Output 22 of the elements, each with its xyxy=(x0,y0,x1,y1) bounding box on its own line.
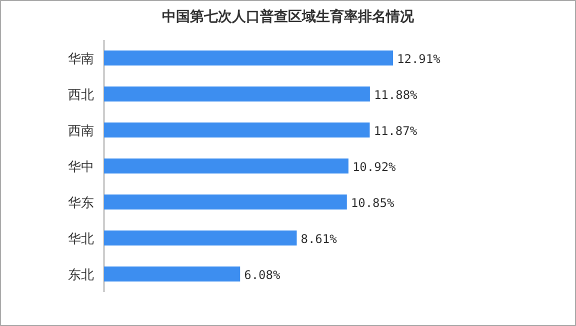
y-tick-label: 华北 xyxy=(68,232,94,247)
bar xyxy=(104,266,240,282)
data-label: 11.87% xyxy=(374,124,418,138)
data-label: 12.91% xyxy=(397,52,442,66)
bar xyxy=(104,86,370,102)
bar xyxy=(104,194,347,210)
data-label: 10.85% xyxy=(350,196,396,210)
y-tick-label: 东北 xyxy=(68,268,94,283)
data-label: 6.08% xyxy=(244,268,282,282)
data-label: 8.61% xyxy=(300,232,338,246)
data-label: 10.92% xyxy=(352,160,397,174)
chart-title: 中国第七次人口普查区域生育率排名情况 xyxy=(162,8,415,25)
bar xyxy=(104,50,393,66)
y-tick-label: 西北 xyxy=(68,88,94,103)
bar xyxy=(104,158,348,174)
bar xyxy=(104,230,297,246)
data-label: 11.88% xyxy=(374,88,418,102)
bar xyxy=(104,122,370,138)
y-tick-label: 华南 xyxy=(68,52,94,67)
y-tick-label: 华东 xyxy=(68,196,94,211)
y-tick-label: 西南 xyxy=(68,124,94,139)
y-tick-label: 华中 xyxy=(68,160,94,175)
